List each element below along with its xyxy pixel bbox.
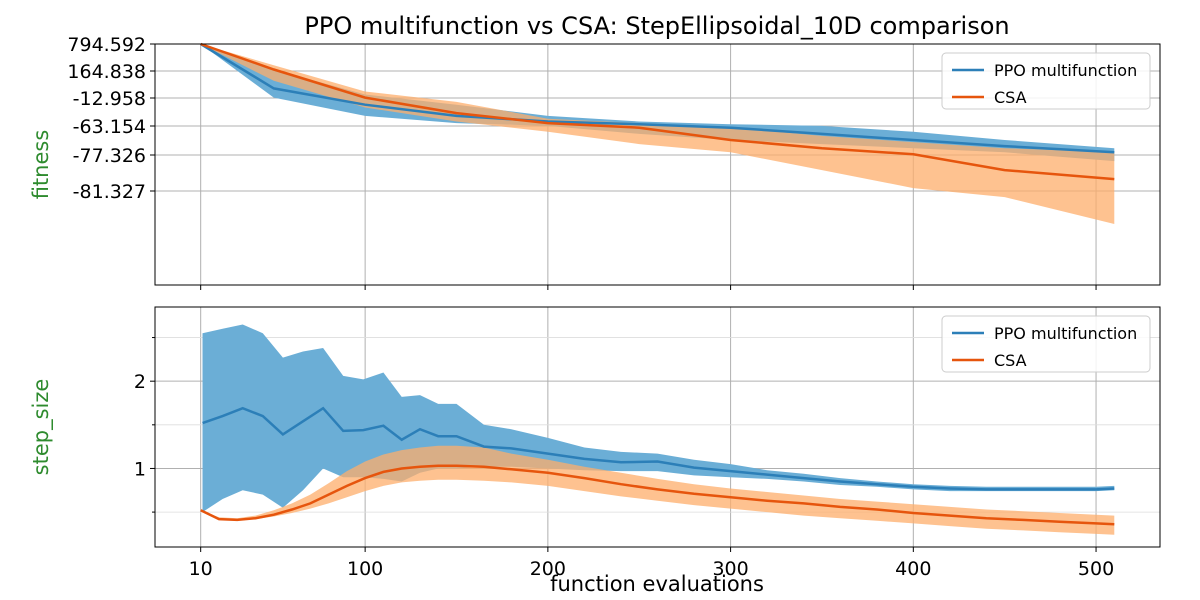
x-tick-label: 200 xyxy=(530,558,566,580)
x-tick-label: 400 xyxy=(895,558,931,580)
ppo-mean-line xyxy=(202,406,1115,491)
chart-title: PPO multifunction vs CSA: StepEllipsoida… xyxy=(304,12,1009,40)
y-tick-label: -12.958 xyxy=(73,88,146,110)
legend: PPO multifunction CSA xyxy=(941,52,1151,110)
y-tick-label: -77.326 xyxy=(73,145,146,167)
y-axis-label: fitness xyxy=(29,130,53,200)
y-axis-label: step_size xyxy=(29,379,54,476)
axes-frame xyxy=(154,43,1161,286)
fitness-panel: 794.592 164.838 -12.958 -63.154 -77.326 -81.3… xyxy=(29,34,1161,290)
y-tick-label: 794.592 xyxy=(67,34,146,56)
ppo-mean-line xyxy=(200,42,1115,154)
legend: PPO multifunction CSA xyxy=(941,315,1151,373)
step-size-panel: 10 100 200 300 400 500 1 2 step_size PPO multifun… xyxy=(29,306,1161,580)
legend-box xyxy=(941,315,1151,373)
x-tick-label: 300 xyxy=(712,558,748,580)
y-tick-label: -63.154 xyxy=(73,116,146,138)
x-tick-label: 500 xyxy=(1078,558,1114,580)
x-axis-label: function evaluations xyxy=(550,572,764,596)
x-tick-label: 100 xyxy=(347,558,383,580)
y-tick-label: 2 xyxy=(134,371,146,393)
legend-box xyxy=(941,52,1151,110)
legend-label: PPO multifunction xyxy=(994,324,1137,343)
legend-label: PPO multifunction xyxy=(994,61,1137,80)
y-tick-label: 1 xyxy=(134,458,146,480)
legend-label: CSA xyxy=(994,88,1027,107)
y-tick-label: 164.838 xyxy=(67,61,146,83)
axes-frame xyxy=(154,306,1161,548)
ppo-confidence-band xyxy=(200,44,1115,162)
legend-label: CSA xyxy=(994,351,1027,370)
x-tick-label: 10 xyxy=(189,558,213,580)
csa-mean-line xyxy=(200,42,1115,181)
csa-confidence-band xyxy=(200,44,1115,224)
csa-mean-line xyxy=(200,464,1115,526)
y-tick-label: -81.327 xyxy=(73,181,146,203)
